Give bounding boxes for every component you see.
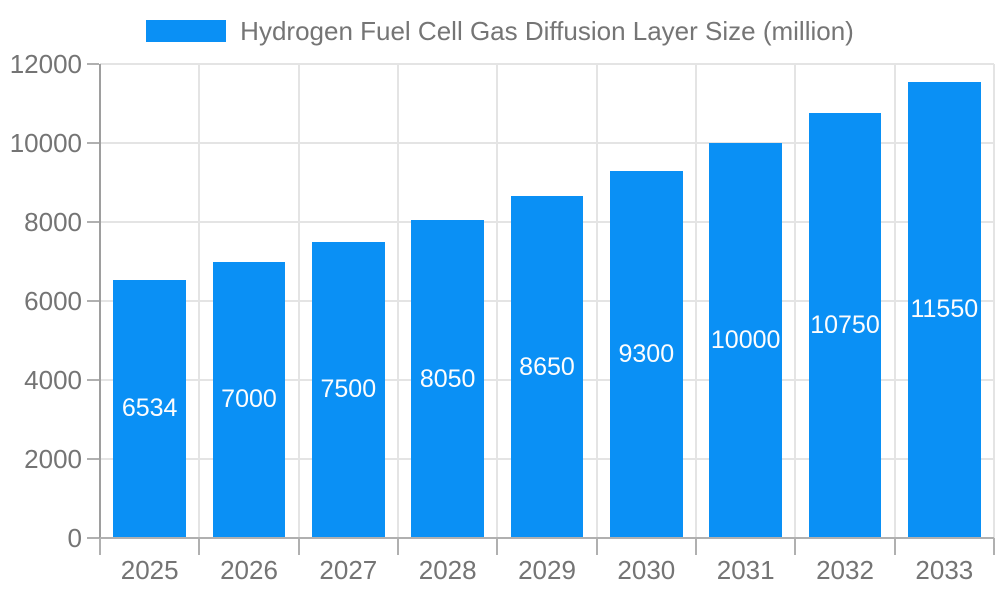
x-axis-tick-label: 2025 xyxy=(120,555,179,585)
y-axis-tick-label: 12000 xyxy=(9,49,82,79)
x-axis-tick xyxy=(993,538,995,555)
bar-value-label: 7000 xyxy=(221,385,277,414)
bar[interactable]: 8650 xyxy=(510,196,584,538)
bar[interactable]: 9300 xyxy=(610,170,683,538)
bar[interactable]: 6534 xyxy=(113,279,186,538)
gridline-vertical xyxy=(993,64,995,538)
x-axis-tick xyxy=(893,538,896,555)
x-axis-tick xyxy=(198,538,201,555)
bar[interactable]: 7500 xyxy=(312,241,385,538)
legend-swatch xyxy=(146,20,227,42)
x-axis-tick-label: 2032 xyxy=(816,555,874,585)
plot-area: 0 2000 4000 6000 8000 10000 12000 2025 2026 2027 2… xyxy=(10,49,995,585)
y-axis-line xyxy=(99,64,101,540)
x-axis-tick-label: 2027 xyxy=(319,555,378,585)
gridline-vertical xyxy=(695,64,697,538)
y-axis-tick xyxy=(87,300,99,302)
y-axis-tick xyxy=(87,142,99,144)
bar-value-label: 7500 xyxy=(320,375,377,404)
x-axis-tick xyxy=(397,538,399,555)
gridline-vertical xyxy=(397,64,399,538)
y-axis-tick xyxy=(87,379,99,381)
bar[interactable]: 7000 xyxy=(212,261,286,538)
gridline-horizontal xyxy=(100,142,994,144)
x-axis-tick xyxy=(595,538,598,555)
gridline-horizontal xyxy=(100,63,994,65)
bar[interactable]: 10750 xyxy=(808,113,882,538)
x-axis-tick xyxy=(99,538,101,555)
legend-item[interactable]: Hydrogen Fuel Cell Gas Diffusion Layer S… xyxy=(0,14,1000,48)
x-axis-tick xyxy=(496,538,499,555)
gridline-vertical xyxy=(496,64,499,538)
bar[interactable]: 11550 xyxy=(908,81,981,538)
bar-value-label: 10000 xyxy=(710,326,781,354)
y-axis-tick xyxy=(87,63,99,65)
y-axis-tick-label: 2000 xyxy=(24,444,82,474)
bar-value-label: 8050 xyxy=(419,364,476,393)
gridline-vertical xyxy=(794,64,797,538)
x-axis-tick-label: 2028 xyxy=(418,555,477,585)
gridline-vertical xyxy=(595,64,598,538)
x-axis-line xyxy=(100,537,994,539)
y-axis-tick xyxy=(87,221,99,223)
y-axis-tick-label: 4000 xyxy=(24,365,82,395)
legend-label: Hydrogen Fuel Cell Gas Diffusion Layer S… xyxy=(240,15,854,46)
gridline-vertical xyxy=(198,64,201,538)
y-axis-tick xyxy=(87,537,99,539)
y-axis-tick-label: 10000 xyxy=(9,128,82,158)
x-axis-tick xyxy=(794,538,797,555)
x-axis-tick-label: 2030 xyxy=(617,555,676,585)
x-axis-tick-label: 2026 xyxy=(220,555,278,585)
bar-value-label: 9300 xyxy=(618,339,675,368)
bar[interactable]: 10000 xyxy=(709,143,782,538)
bar[interactable]: 8050 xyxy=(411,220,484,538)
bar-value-label: 6534 xyxy=(121,394,178,423)
y-axis-tick-label: 8000 xyxy=(24,207,82,237)
gridline-vertical xyxy=(893,64,896,538)
bar-value-label: 8650 xyxy=(519,352,575,381)
y-axis-tick xyxy=(87,458,99,460)
bar-value-label: 11550 xyxy=(910,295,979,324)
y-axis-tick-label: 0 xyxy=(67,523,82,553)
x-axis-tick xyxy=(695,538,697,555)
y-axis-tick-label: 6000 xyxy=(24,286,82,316)
x-axis-tick-label: 2029 xyxy=(518,555,576,585)
bar-value-label: 10750 xyxy=(810,311,880,340)
x-axis-tick-label: 2031 xyxy=(716,555,775,585)
gridline-vertical xyxy=(297,64,300,538)
x-axis-tick-label: 2033 xyxy=(915,555,974,585)
x-axis-tick xyxy=(297,538,300,555)
